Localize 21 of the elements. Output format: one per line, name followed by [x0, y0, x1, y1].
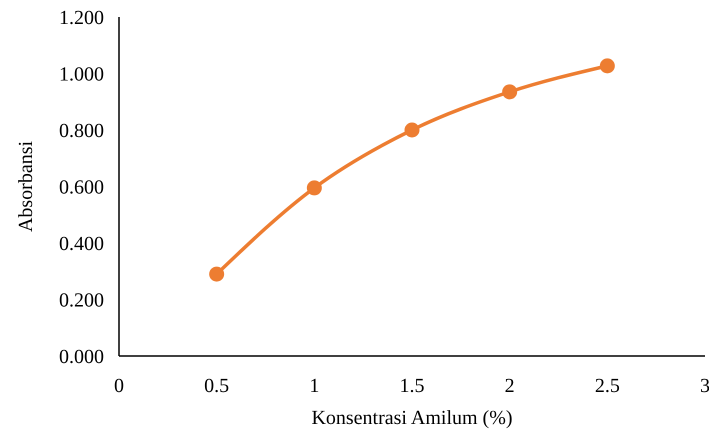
- y-tick-label: 0.400: [59, 233, 104, 255]
- x-tick-label: 1: [309, 375, 320, 397]
- point: [306, 180, 322, 196]
- y-tick-label: 1.200: [59, 7, 104, 29]
- y-tick-label: 1.000: [59, 64, 104, 86]
- x-tick-label: 2: [504, 375, 515, 397]
- x-tick-label: 0.5: [204, 375, 230, 397]
- point: [502, 84, 518, 100]
- y-tick-label: 0.800: [59, 120, 104, 142]
- point: [404, 122, 420, 138]
- point: [600, 58, 615, 74]
- y-tick-label: 0.200: [59, 290, 104, 312]
- x-axis-title: Konsentrasi Amilum (%): [311, 407, 513, 429]
- x-tick-label: 0: [114, 375, 124, 397]
- x-tick-label: 3: [700, 375, 709, 397]
- point: [209, 266, 224, 282]
- y-tick-label: 0.600: [59, 176, 104, 198]
- y-tick-label: 0.000: [59, 346, 104, 368]
- x-tick-label: 2.5: [594, 375, 620, 397]
- x-tick-label: 1.5: [400, 375, 424, 397]
- y-axis-title: Absorbansi: [15, 140, 37, 232]
